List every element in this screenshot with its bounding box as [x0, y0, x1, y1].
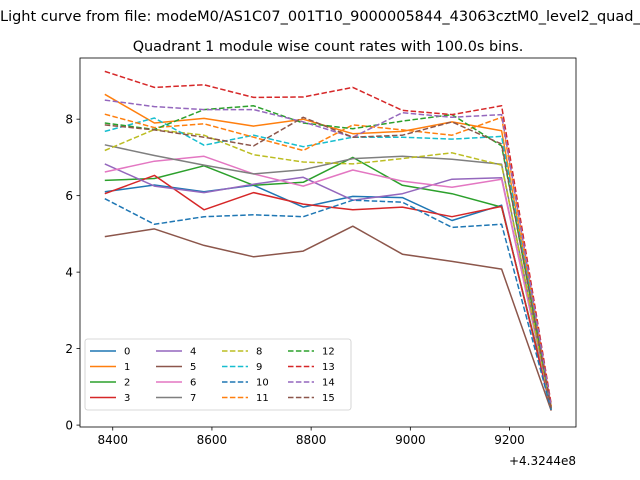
legend-label-6: 6 [190, 378, 196, 389]
x-offset-label: +4.3244e8 [509, 454, 576, 468]
series-line-12 [104, 105, 552, 407]
x-tick-label: 9000 [395, 433, 426, 447]
plot-area: 8400 8600 8800 9000 920002468+4.3244e8012345… [65, 57, 577, 468]
legend-label-15: 15 [322, 393, 335, 404]
x-tick-label: 8600 [197, 433, 228, 447]
chart-title: Quadrant 1 module wise count rates with … [133, 39, 524, 55]
legend-label-5: 5 [190, 362, 196, 373]
series-line-13 [104, 70, 552, 405]
series-line-2 [104, 156, 552, 407]
figure-suptitle: Light curve from file: modeM0/AS1C07_001… [0, 9, 640, 25]
y-tick-label: 8 [65, 112, 73, 126]
legend-label-8: 8 [256, 347, 262, 358]
legend-label-2: 2 [124, 378, 130, 389]
series-line-3 [104, 174, 552, 410]
series-line-8 [104, 128, 552, 410]
legend-label-1: 1 [124, 362, 130, 373]
legend-label-12: 12 [322, 347, 335, 358]
series-line-4 [104, 163, 552, 409]
legend-label-7: 7 [190, 393, 196, 404]
legend-label-11: 11 [256, 393, 269, 404]
y-tick-label: 0 [65, 418, 73, 432]
legend-box [84, 338, 352, 411]
series-line-9 [104, 117, 552, 409]
series-line-6 [104, 155, 552, 409]
y-tick-label: 2 [65, 342, 73, 356]
legend-label-13: 13 [322, 362, 335, 373]
legend-label-14: 14 [322, 378, 335, 389]
series-line-10 [104, 198, 552, 410]
y-tick-label: 6 [65, 189, 73, 203]
legend-label-9: 9 [256, 362, 262, 373]
series-line-0 [104, 184, 552, 410]
series-line-7 [104, 144, 552, 409]
series-line-14 [104, 99, 552, 407]
series-line-11 [104, 113, 552, 407]
legend-label-3: 3 [124, 393, 130, 404]
legend-label-4: 4 [190, 347, 196, 358]
x-tick-label: 8800 [296, 433, 327, 447]
x-tick-label: 8400 [97, 433, 128, 447]
x-tick-label: 9200 [494, 433, 525, 447]
axes-frame [79, 57, 577, 428]
legend-label-10: 10 [256, 378, 269, 389]
legend-label-0: 0 [124, 347, 130, 358]
series-line-5 [104, 225, 552, 411]
y-tick-label: 4 [65, 265, 73, 279]
series-line-15 [104, 116, 552, 410]
